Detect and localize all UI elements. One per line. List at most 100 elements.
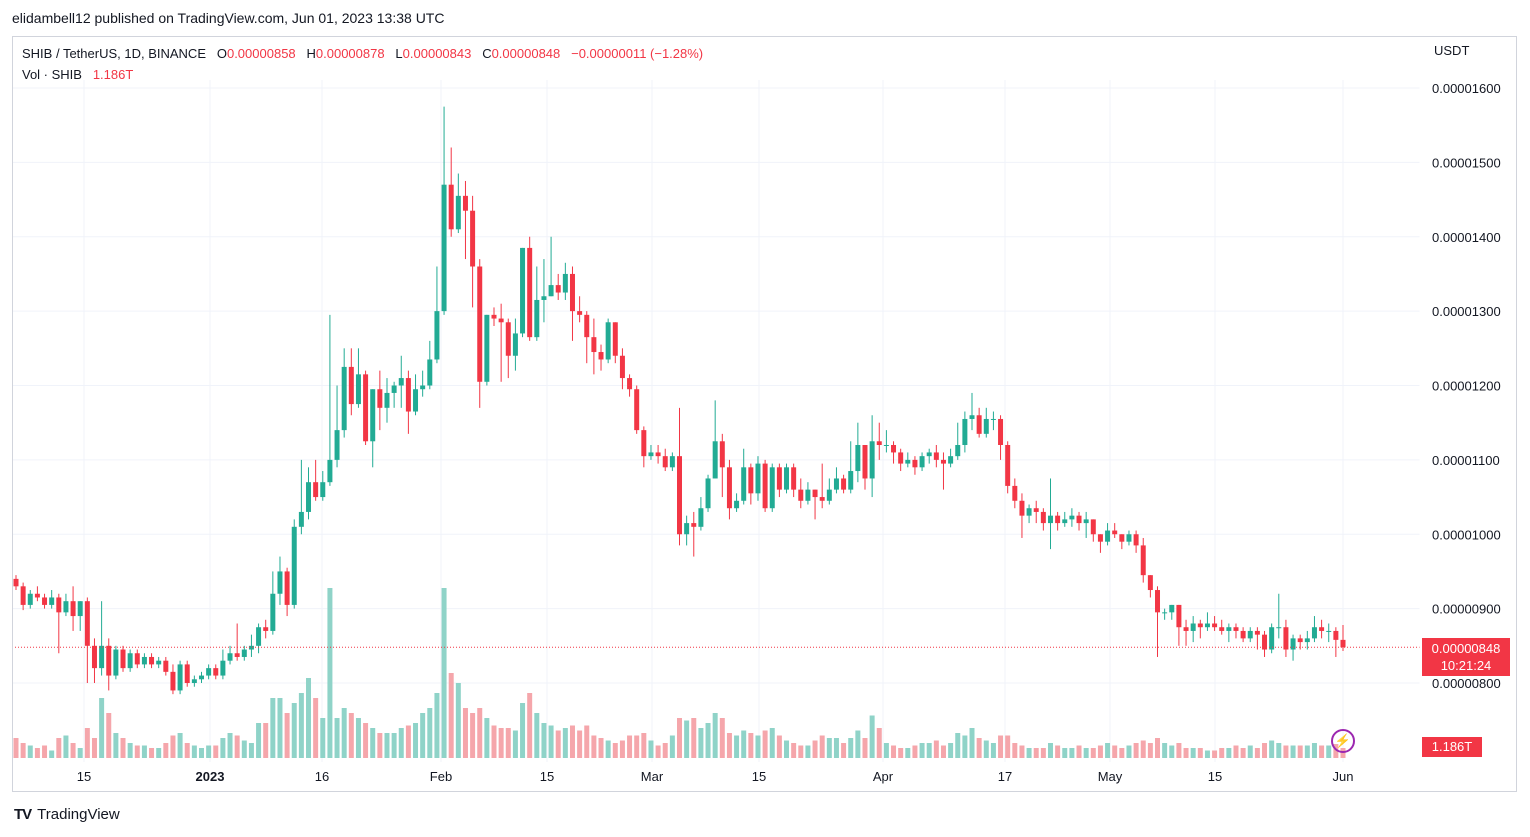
candle-body [698, 508, 704, 527]
change-value: −0.00000011 (−1.28%) [571, 46, 704, 61]
lightning-icon[interactable]: ⚡ [1331, 729, 1355, 753]
volume-bar [684, 720, 690, 758]
volume-bar [391, 733, 397, 758]
candle-body [734, 500, 740, 509]
volume-label[interactable]: Vol · SHIB [22, 67, 82, 82]
volume-bar [1340, 748, 1346, 758]
volume-bar [755, 735, 761, 758]
candle-body [113, 649, 119, 676]
volume-bar [948, 743, 954, 758]
candle-body [1083, 519, 1089, 524]
volume-bar [56, 738, 62, 758]
volume-bar [1047, 743, 1053, 758]
candle-body [184, 664, 190, 683]
x-tick-label: May [1098, 769, 1123, 784]
candle-body [976, 415, 982, 434]
candle-body [1233, 627, 1239, 631]
candle-body [712, 441, 718, 479]
volume-bar [1169, 745, 1175, 758]
candle-body [505, 322, 511, 356]
volume-bar [313, 698, 319, 758]
y-tick-label: 0.00000800 [1432, 676, 1501, 691]
volume-bar [455, 683, 461, 758]
volume-bar [477, 708, 483, 758]
volume-bar [256, 723, 262, 758]
candle-body [56, 597, 62, 613]
candle-body [784, 467, 790, 490]
candle-body [898, 452, 904, 464]
volume-bar [562, 728, 568, 758]
candle-body [63, 601, 69, 613]
candle-body [355, 374, 361, 405]
volume-bar [1069, 748, 1075, 758]
volume-bar [1147, 743, 1153, 758]
volume-bar [1326, 745, 1332, 758]
candle-body [377, 389, 383, 408]
candle-body [748, 467, 754, 494]
volume-bar [869, 715, 875, 758]
candle-body [634, 389, 640, 431]
candle-body [1147, 575, 1153, 591]
volume-bar [655, 745, 661, 758]
candle-body [705, 478, 711, 509]
volume-bar [976, 738, 982, 758]
candle-body [34, 593, 40, 598]
candle-body [213, 668, 219, 676]
candle-body [306, 482, 312, 512]
high-value: 0.00000878 [315, 46, 385, 61]
candle-body [998, 418, 1004, 445]
close-value: 0.00000848 [491, 46, 561, 61]
volume-bar [912, 745, 918, 758]
volume-bar [184, 743, 190, 758]
x-tick-label: Apr [873, 769, 894, 784]
candle-body [1047, 515, 1053, 524]
volume-bar [1062, 748, 1068, 758]
candle-body [198, 675, 204, 680]
volume-bar [627, 735, 633, 758]
candle-body [1247, 630, 1253, 639]
candle-body [1033, 508, 1039, 512]
volume-bar [1262, 743, 1268, 758]
candle-body [876, 441, 882, 445]
volume-bar [1126, 745, 1132, 758]
volume-bar [405, 725, 411, 758]
candle-body [940, 459, 946, 464]
volume-bar [1005, 735, 1011, 758]
low-value: 0.00000843 [402, 46, 472, 61]
volume-bar [1204, 750, 1210, 758]
candle-body [334, 430, 340, 460]
x-tick-label: Mar [641, 769, 664, 784]
candle-body [1183, 627, 1189, 631]
volume-bar [1254, 748, 1260, 758]
volume-bar [263, 723, 269, 758]
symbol-label[interactable]: SHIB / TetherUS, 1D, BINANCE [22, 46, 206, 61]
candle-body [1319, 627, 1325, 631]
ohlc-legend: SHIB / TetherUS, 1D, BINANCE O0.00000858… [22, 46, 703, 61]
volume-bar [1247, 745, 1253, 758]
close-label: C [482, 46, 492, 61]
candle-body [370, 389, 376, 442]
y-tick-label: 0.00001500 [1432, 155, 1501, 170]
candle-body [1190, 623, 1196, 631]
volume-bar [505, 728, 511, 758]
volume-bar [149, 748, 155, 758]
volume-bar [534, 713, 540, 758]
candle-body [755, 463, 761, 494]
candle-body [20, 586, 26, 605]
volume-bar [270, 698, 276, 758]
candle-body [405, 378, 411, 412]
candle-body [277, 571, 283, 594]
candle-body [348, 366, 354, 405]
volume-bar [120, 738, 126, 758]
volume-bar [719, 718, 725, 758]
volume-bar [605, 740, 611, 758]
volume-bar [320, 718, 326, 758]
candle-body [627, 378, 633, 390]
volume-bar [898, 748, 904, 758]
candle-body [819, 497, 825, 501]
candle-body [1311, 627, 1317, 639]
candle-body [177, 664, 183, 691]
volume-bar [784, 740, 790, 758]
volume-bar [213, 745, 219, 758]
